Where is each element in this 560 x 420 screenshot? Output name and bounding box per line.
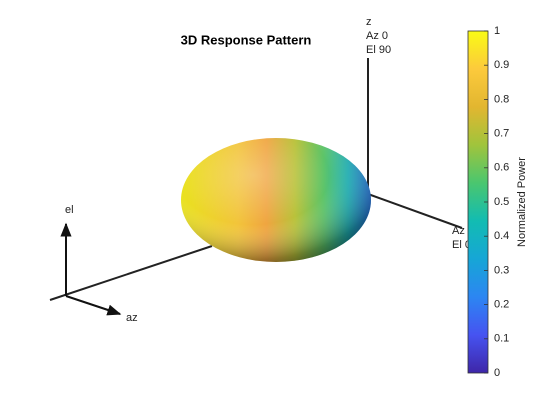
az-arrow — [65, 295, 122, 316]
axis-direction-label: El 0 — [452, 239, 471, 251]
colorbar-tick-label: 0.3 — [494, 264, 509, 276]
colorbar-label: Normalized Power — [516, 157, 528, 247]
colorbar-tick-label: 0.4 — [494, 230, 509, 242]
surface-shade — [181, 138, 371, 262]
axis-direction-label: El 90 — [366, 44, 391, 56]
axis-direction-label: Az 0 — [366, 30, 388, 42]
colorbar-tick-label: 0 — [494, 367, 500, 379]
y-axis-line — [367, 193, 463, 229]
el-label: el — [65, 204, 74, 216]
axis-direction-label: z — [366, 16, 372, 28]
x-axis-line — [49, 245, 213, 301]
colorbar-tick-label: 0.6 — [494, 162, 509, 174]
colorbar-tick-label: 0.5 — [494, 196, 509, 208]
colorbar-tick-label: 0.2 — [494, 299, 509, 311]
colorbar-tick-label: 0.1 — [494, 333, 509, 345]
colorbar-tick-label: 0.8 — [494, 93, 509, 105]
axes-3d — [49, 58, 463, 301]
colorbar-tick-label: 0.7 — [494, 128, 509, 140]
colorbar-tick-label: 1 — [494, 25, 500, 37]
colorbar-tick-label: 0.9 — [494, 59, 509, 71]
az-label: az — [126, 312, 138, 324]
response-surface — [181, 138, 371, 262]
orientation-triad: el az — [60, 204, 138, 324]
chart-title: 3D Response Pattern — [181, 32, 312, 47]
colorbar: 0 0.1 0.2 0.3 0.4 0.5 0.6 0.7 0.8 0.9 1 Normalized … — [467, 25, 528, 379]
